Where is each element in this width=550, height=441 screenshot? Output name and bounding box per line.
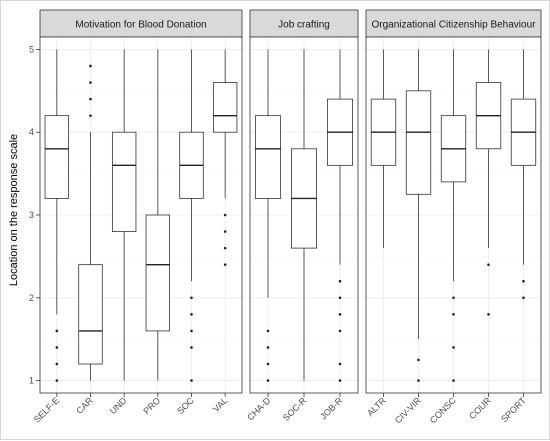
outlier-point bbox=[266, 329, 270, 333]
outlier-point bbox=[190, 296, 193, 300]
box-iqr bbox=[145, 214, 171, 332]
x-tick-label: SOC bbox=[175, 395, 196, 416]
x-tick-label: SPORT bbox=[499, 395, 528, 424]
outlier-point bbox=[266, 362, 270, 366]
y-tick-label: 3 bbox=[29, 210, 34, 220]
panel-strip bbox=[249, 9, 359, 38]
outlier-point bbox=[452, 346, 455, 349]
x-tick-label: CONSC bbox=[428, 395, 458, 425]
outlier-point bbox=[223, 246, 227, 250]
outlier-point bbox=[223, 263, 227, 266]
x-tick-label: JOB-R bbox=[318, 395, 345, 422]
outlier-point bbox=[338, 313, 342, 316]
outlier-point bbox=[55, 346, 59, 349]
x-tick-label: CAR bbox=[74, 395, 95, 416]
outlier-point bbox=[89, 114, 92, 117]
outlier-point bbox=[417, 379, 420, 382]
outlier-point bbox=[338, 279, 342, 283]
outlier-point bbox=[190, 346, 193, 349]
y-tick-label: 5 bbox=[29, 44, 34, 54]
x-tick-label: SOC-R bbox=[281, 395, 309, 423]
outlier-point bbox=[338, 362, 342, 366]
panel-strip bbox=[365, 9, 542, 38]
outlier-point bbox=[487, 263, 490, 266]
outlier-point bbox=[55, 362, 59, 366]
box-iqr bbox=[78, 264, 103, 365]
outlier-point bbox=[190, 329, 193, 333]
outlier-point bbox=[266, 379, 270, 382]
outlier-point bbox=[417, 358, 420, 362]
x-tick-label: COUR bbox=[467, 395, 493, 421]
y-axis-title: Location on the response scale bbox=[8, 134, 20, 286]
outlier-point bbox=[89, 97, 92, 101]
outlier-point bbox=[452, 313, 455, 316]
y-tick-label: 2 bbox=[29, 293, 34, 303]
panel-title: Motivation for Blood Donation bbox=[75, 20, 206, 31]
outlier-point bbox=[522, 296, 525, 300]
x-tick-label: SELF-E bbox=[32, 395, 61, 424]
outlier-point bbox=[452, 379, 455, 382]
outlier-point bbox=[522, 279, 525, 283]
y-tick-label: 4 bbox=[29, 127, 34, 137]
outlier-point bbox=[223, 230, 227, 233]
x-tick-label: ALTR bbox=[365, 395, 388, 418]
panel-strip bbox=[39, 9, 243, 38]
outlier-point bbox=[338, 379, 342, 382]
outlier-point bbox=[190, 313, 193, 316]
outlier-point bbox=[190, 379, 193, 382]
outlier-point bbox=[338, 296, 342, 300]
panel-border bbox=[39, 36, 243, 394]
panel-title: Organizational Citizenship Behaviour bbox=[372, 20, 537, 31]
outlier-point bbox=[223, 213, 227, 217]
box-iqr bbox=[212, 82, 238, 133]
outlier-point bbox=[338, 329, 342, 333]
x-tick-label: CHA-D bbox=[245, 395, 273, 423]
box-iqr bbox=[405, 90, 432, 195]
box-iqr bbox=[44, 115, 70, 199]
panel-border bbox=[249, 36, 359, 394]
outlier-point bbox=[55, 329, 59, 333]
x-tick-label: VAL bbox=[211, 395, 230, 414]
x-tick-label: PRO bbox=[141, 395, 162, 416]
box-iqr bbox=[111, 131, 137, 232]
outlier-point bbox=[266, 346, 270, 349]
x-tick-label: UND bbox=[108, 395, 129, 416]
outlier-point bbox=[89, 81, 92, 84]
y-tick-label: 1 bbox=[29, 376, 34, 386]
outlier-point bbox=[89, 64, 92, 68]
box-iqr bbox=[254, 115, 281, 199]
x-tick-label: CIV-VIR bbox=[393, 395, 423, 425]
outlier-point bbox=[55, 379, 59, 382]
panel-title: Job crafting bbox=[278, 20, 330, 31]
panel-border bbox=[365, 36, 542, 394]
outlier-point bbox=[452, 296, 455, 300]
outlier-point bbox=[487, 313, 490, 316]
